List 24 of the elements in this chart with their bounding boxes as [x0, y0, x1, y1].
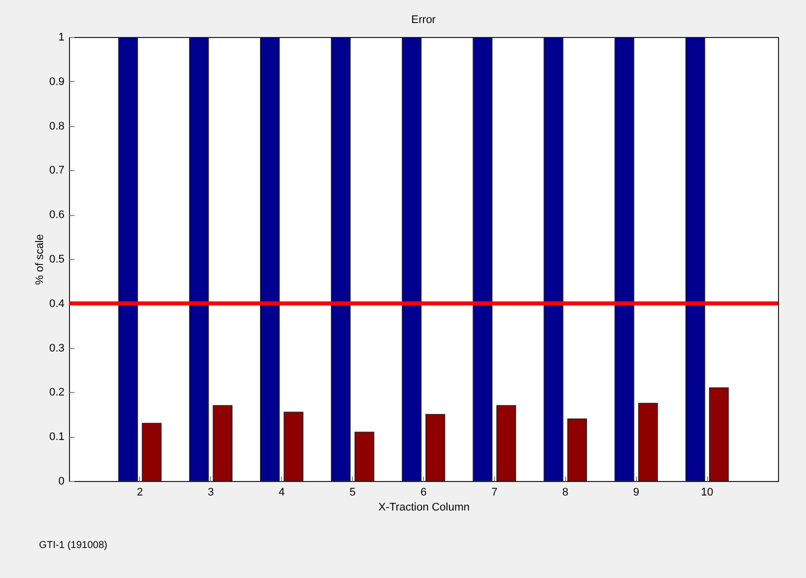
- y-tick-label: 0.9: [49, 76, 64, 88]
- x-tick-label: 4: [278, 486, 285, 498]
- y-tick-label: 0.6: [49, 209, 64, 222]
- y-axis-title: % of scale: [34, 234, 46, 285]
- y-tick-label: 0.4: [49, 298, 64, 310]
- x-tick-label: 3: [208, 486, 214, 498]
- y-tick-label: 0.3: [49, 342, 64, 354]
- y-tick-label: 1: [58, 32, 64, 44]
- y-tick-label: 0.2: [49, 386, 64, 399]
- x-tick-label: 6: [420, 486, 427, 498]
- x-tick-label: 10: [700, 486, 714, 498]
- x-tick-label: 5: [350, 486, 356, 498]
- y-tick-label: 0.8: [49, 120, 64, 132]
- y-tick-label: 0: [58, 476, 64, 488]
- y-tick-label: 0.1: [49, 431, 64, 444]
- x-tick-label: 2: [136, 486, 143, 498]
- x-tick-label: 7: [491, 486, 498, 498]
- y-tick-label: 0.7: [49, 164, 64, 177]
- y-tick-label: 0.5: [49, 254, 64, 266]
- x-tick-label: 9: [633, 486, 640, 498]
- text: GTI-1 (191008): [39, 540, 108, 551]
- x-tick-label: 8: [562, 486, 568, 498]
- x-axis-title: X-Traction Column: [378, 502, 470, 514]
- chart-title: Error: [411, 14, 436, 26]
